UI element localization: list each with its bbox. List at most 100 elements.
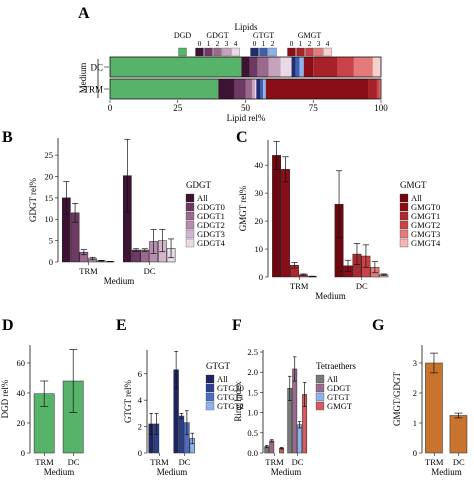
x-tick-label: DC xyxy=(144,266,156,276)
legend-code-label: 4 xyxy=(326,39,330,48)
legend-swatch xyxy=(316,384,324,392)
legend-code-label: 1 xyxy=(262,39,266,48)
legend-code-label: 0 xyxy=(290,39,294,48)
legend-title: GDGT xyxy=(186,180,211,190)
legend-swatch xyxy=(316,402,324,410)
legend-code-label: 2 xyxy=(308,39,312,48)
axis-label-y: DGD rel% xyxy=(0,379,10,418)
axis-label-x: Medium xyxy=(44,467,75,477)
panel-label-e: E xyxy=(116,317,127,334)
y-tick-label: 20 xyxy=(17,418,26,428)
y-tick-label: 6 xyxy=(138,369,142,379)
stack-segment xyxy=(110,57,241,77)
legend-swatch xyxy=(400,221,408,229)
legend-swatch xyxy=(186,230,194,238)
legend-swatch xyxy=(316,393,324,401)
panel-label-f: F xyxy=(232,317,242,334)
y-tick-label: 20 xyxy=(45,171,54,181)
x-tick-label: 50 xyxy=(241,103,251,113)
stack-segment xyxy=(260,79,263,99)
y-tick-label: 2 xyxy=(413,388,417,398)
x-tick-label: DC xyxy=(356,281,368,291)
stack-segment xyxy=(235,79,246,99)
legend-swatch xyxy=(186,194,194,202)
legend-swatch xyxy=(316,375,324,383)
legend-code-label: 0 xyxy=(198,39,202,48)
legend-code-label: 2 xyxy=(271,39,275,48)
y-tick-label: 1.0 xyxy=(247,408,258,418)
x-tick-label: DC xyxy=(453,457,465,467)
axis-label-x: Medium xyxy=(271,467,302,477)
legend-swatch xyxy=(186,212,194,220)
legend-swatch xyxy=(269,48,277,56)
axis-label-y: Ring Index xyxy=(233,381,243,422)
legend-title: GMGT xyxy=(400,180,427,190)
stack-segment xyxy=(218,79,234,99)
x-tick-label: TRM xyxy=(79,266,98,276)
bar xyxy=(179,416,184,453)
stack-segment xyxy=(266,79,369,99)
stack-segment xyxy=(377,79,380,99)
y-tick-label: 15 xyxy=(45,193,54,203)
legend-swatch xyxy=(400,194,408,202)
stack-segment xyxy=(304,57,313,77)
stack-segment xyxy=(313,57,337,77)
legend-code-label: 1 xyxy=(207,39,211,48)
legend-swatch xyxy=(400,230,408,238)
y-tick-label: 20 xyxy=(255,216,264,226)
y-tick-label: 2 xyxy=(138,422,142,432)
bar xyxy=(270,441,274,453)
stack-segment xyxy=(373,57,381,77)
legend-swatch xyxy=(223,48,231,56)
y-tick-label: 30 xyxy=(255,188,264,198)
y-tick-label: 0.5 xyxy=(247,428,258,438)
legend-swatch xyxy=(205,48,213,56)
y-tick-label: 40 xyxy=(17,388,26,398)
legend-entry: GMGT4 xyxy=(411,238,441,248)
category-label: DC xyxy=(90,63,103,73)
stack-segment xyxy=(256,79,260,99)
stack-segment xyxy=(354,57,373,77)
panel-label-d: D xyxy=(2,317,14,334)
axis-label-y: GDGT rel% xyxy=(28,177,38,222)
y-tick-label: 0 xyxy=(259,272,263,282)
panel-label-c: C xyxy=(236,129,248,146)
stack-segment xyxy=(281,57,292,77)
axis-label-x: Medium xyxy=(157,467,188,477)
legend-swatch xyxy=(260,48,268,56)
legend-swatch xyxy=(206,402,214,410)
stack-segment xyxy=(252,79,255,99)
legend-code-label: 4 xyxy=(234,39,238,48)
y-tick-label: 40 xyxy=(255,160,264,170)
y-tick-label: 1.5 xyxy=(247,387,258,397)
x-tick-label: TRM xyxy=(265,457,284,467)
legend-entry: GMGT xyxy=(327,401,353,411)
stack-segment xyxy=(338,57,354,77)
bar xyxy=(281,169,289,277)
x-tick-label: TRM xyxy=(425,457,444,467)
axis-label-x: Lipid rel% xyxy=(227,113,266,123)
y-tick-label: 0 xyxy=(413,448,417,458)
bar xyxy=(425,363,442,453)
legend-swatch xyxy=(400,239,408,247)
legend-swatch xyxy=(196,48,204,56)
bar xyxy=(141,250,149,262)
axis-label-y: GMGT/GDGT xyxy=(392,372,402,426)
legend-swatch xyxy=(206,384,214,392)
legend-swatch xyxy=(232,48,240,56)
stack-segment xyxy=(263,79,266,99)
legend-title: Tetraethers xyxy=(316,361,356,371)
x-tick-label: 25 xyxy=(173,103,183,113)
legend-swatch xyxy=(206,375,214,383)
y-tick-label: 0 xyxy=(138,448,142,458)
stack-segment xyxy=(241,57,249,77)
bar xyxy=(450,416,467,454)
y-tick-label: 10 xyxy=(45,214,54,224)
axis-label-y: Medium xyxy=(78,63,88,94)
y-tick-label: 2.0 xyxy=(247,367,258,377)
legend-swatch xyxy=(306,48,314,56)
y-tick-label: 10 xyxy=(255,244,264,254)
x-tick-label: DC xyxy=(179,457,191,467)
y-tick-label: 4 xyxy=(138,395,143,405)
